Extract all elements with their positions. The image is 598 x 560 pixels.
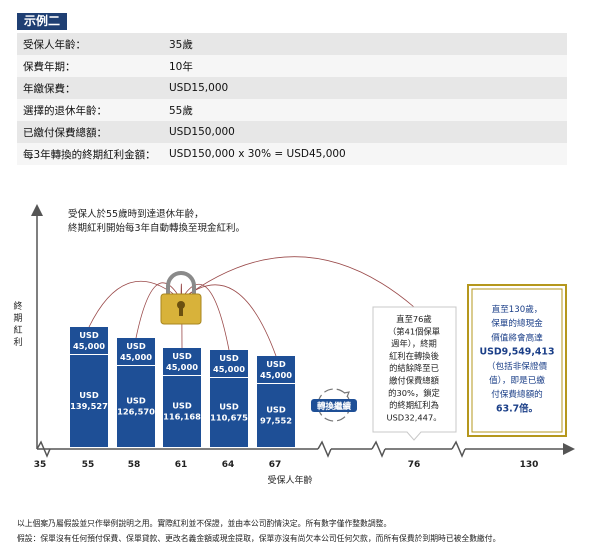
callout-130-line: 直至130歲， <box>492 303 543 315</box>
y-axis-char: 利 <box>13 336 22 348</box>
table-row: 每3年轉換的終期紅利金額： USD150,000 x 30% = USD45,00… <box>17 143 567 165</box>
bar-top-segment <box>210 350 248 377</box>
bar-bottom-value: 126,570 <box>117 407 155 417</box>
callout-76-line: 的30%，鎖定 <box>388 388 440 398</box>
padlock-icon <box>160 271 202 325</box>
row-label: 已繳付保費總額： <box>23 126 107 139</box>
callout-76-line: 直至76歲 <box>396 314 431 324</box>
row-label: 年繳保費： <box>23 82 76 95</box>
bar-bottom-segment <box>210 378 248 447</box>
row-label: 保費年期： <box>23 60 76 73</box>
y-axis-char: 終 <box>13 300 22 312</box>
x-tick-label: 58 <box>128 460 141 470</box>
row-value: USD15,000 <box>169 82 229 94</box>
y-axis-label: 終 期 紅 利 <box>13 300 22 348</box>
table-row: 受保人年齡： 35歲 <box>17 33 567 55</box>
row-label: 每3年轉換的終期紅利金額： <box>23 148 156 161</box>
bar-bottom-segment <box>163 376 201 447</box>
bar-top-prefix: USD <box>126 341 146 351</box>
bar-bottom-value: 110,675 <box>210 413 248 423</box>
chart-note-line-1: 受保人於55歲時到達退休年齡， <box>68 208 204 220</box>
x-axis-label: 受保人年齡 <box>267 474 312 486</box>
x-tick-label: 55 <box>82 460 95 470</box>
footnote-2: 假設：保單沒有任何預付保費、保單貸款、更改名義金額或現金提取，保單亦沒有尚欠本公… <box>17 534 501 543</box>
callout-130-line: USD9,549,413 <box>480 347 555 358</box>
bar-top-prefix: USD <box>79 330 99 340</box>
callout-76-line: 的結餘降至已 <box>389 363 439 373</box>
row-label: 選擇的退休年齡： <box>23 104 107 117</box>
callout-130-line: （包括非保證價 <box>487 360 548 372</box>
bar-bottom-value: 116,168 <box>163 412 201 422</box>
table-row: 已繳付保費總額： USD150,000 <box>17 121 567 143</box>
bar-bottom-prefix: USD <box>126 396 146 406</box>
table-row: 選擇的退休年齡： 55歲 <box>17 99 567 121</box>
footnote-1: 以上個案乃屬假設並只作舉例說明之用。實際紅利並不保證，並由本公司酌情決定。所有數… <box>17 519 392 528</box>
bar-top-segment <box>257 356 295 383</box>
row-value: USD150,000 x 30% = USD45,000 <box>169 148 346 160</box>
row-label: 受保人年齡： <box>23 38 86 51</box>
x-tick-label: 130 <box>520 460 539 470</box>
example-tag: 示例二 <box>17 13 68 30</box>
bar-bottom-prefix: USD <box>172 401 192 411</box>
table-row: 保費年期： 10年 <box>17 55 567 77</box>
bar-top-value: 45,000 <box>213 364 245 374</box>
callout-130-line: 保單的總現金 <box>491 317 543 329</box>
callout-76-line: 的終期紅利為 <box>389 400 439 410</box>
x-tick-label: 61 <box>175 460 188 470</box>
x-tick-label: 35 <box>34 460 47 470</box>
callout-130-line: 價值將會高達 <box>491 331 543 343</box>
callout-76-line: 紅利在轉換後 <box>389 351 439 361</box>
x-tick-label: 64 <box>222 460 235 470</box>
y-axis-char: 期 <box>13 313 22 324</box>
bar-top-prefix: USD <box>219 353 239 363</box>
bar-top-value: 45,000 <box>73 341 105 351</box>
x-tick-label: 67 <box>269 460 282 470</box>
bar-bottom-prefix: USD <box>266 405 286 415</box>
row-value: 10年 <box>169 60 193 73</box>
bar-top-value: 45,000 <box>166 362 198 372</box>
callout-76: 直至76歲 （第41個保單週年），終期紅利在轉換後的結餘降至已繳付保費總額的30%… <box>372 306 457 441</box>
bar-bottom-segment <box>70 355 108 447</box>
details-table: 受保人年齡： 35歲 保費年期： 10年 年繳保費： USD15,000 選擇的退休年… <box>17 33 567 165</box>
bar-bottom-prefix: USD <box>219 402 239 412</box>
arc-connector <box>180 283 183 349</box>
x-axis-start-break <box>36 440 51 458</box>
bar-bottom-prefix: USD <box>79 390 99 400</box>
callout-76-line: 週年），終期 <box>391 339 437 349</box>
arc-connector <box>135 282 182 339</box>
callout-76-line: 繳付保費總額 <box>389 376 439 386</box>
bars-group: USD45,000USD139,527USD45,000USD126,570US… <box>70 327 295 447</box>
x-tick-label: 76 <box>408 460 421 470</box>
row-value: 55歲 <box>169 104 193 117</box>
callout-76-line: USD32,447。 <box>386 412 441 422</box>
table-row: 年繳保費： USD15,000 <box>17 77 567 99</box>
bar-top-value: 45,000 <box>120 352 152 362</box>
callout-130-line: 付保費總額的 <box>491 388 543 400</box>
conversion-continues-badge: 轉換繼續 <box>311 388 357 422</box>
bar-bottom-value: 97,552 <box>260 416 292 426</box>
conversion-continues-label: 轉換繼續 <box>317 401 352 412</box>
callout-130-line: 63.7倍。 <box>496 402 538 414</box>
bar-top-prefix: USD <box>172 351 192 361</box>
bar-bottom-segment <box>117 366 155 447</box>
callout-76-line: （第41個保單 <box>388 326 440 336</box>
bar-top-segment <box>163 348 201 375</box>
row-value: USD150,000 <box>169 126 235 138</box>
x-tick-labels: 35 55 58 61 64 67 76 130 <box>34 460 539 470</box>
x-axis <box>37 440 575 458</box>
y-axis-char: 紅 <box>13 325 22 336</box>
bar-top-prefix: USD <box>266 359 286 369</box>
arc-connector <box>180 283 230 351</box>
bar-top-segment <box>70 327 108 354</box>
arc-connector-76 <box>180 256 415 308</box>
bar-bottom-value: 139,527 <box>70 401 108 411</box>
bar-bottom-segment <box>257 384 295 447</box>
bar-top-segment <box>117 338 155 365</box>
row-value: 35歲 <box>169 38 193 51</box>
chart-note-line-2: 終期紅利開始每3年自動轉換至現金紅利。 <box>68 222 245 234</box>
callout-130-line: 值），即是已繳 <box>489 374 545 386</box>
bar-top-value: 45,000 <box>260 370 292 380</box>
